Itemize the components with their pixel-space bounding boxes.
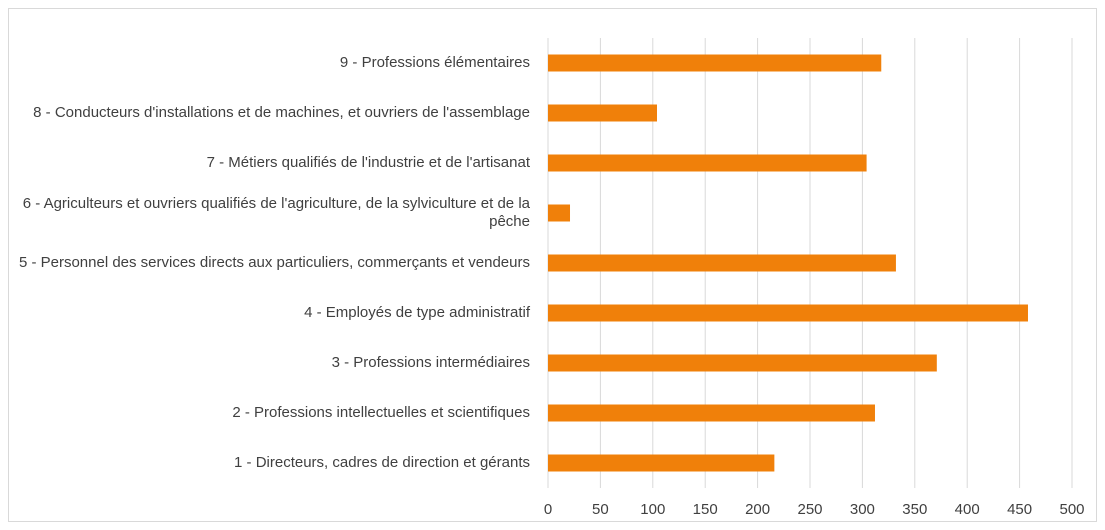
- x-tick-label: 0: [544, 501, 552, 518]
- x-tick-label: 500: [1059, 501, 1084, 518]
- x-tick-label: 350: [902, 501, 927, 518]
- y-tick-label: 1 - Directeurs, cadres de direction et g…: [234, 454, 530, 471]
- y-tick-label: 5 - Personnel des services directs aux p…: [18, 254, 530, 271]
- y-tick-label: 8 - Conducteurs d'installations et de ma…: [33, 104, 530, 121]
- bar: [548, 304, 1028, 322]
- y-tick-label: 2 - Professions intellectuelles et scien…: [232, 404, 530, 421]
- y-tick-label: 7 - Métiers qualifiés de l'industrie et …: [206, 154, 530, 171]
- x-tick-label: 450: [1007, 501, 1032, 518]
- y-tick-label: 9 - Professions élémentaires: [339, 54, 530, 71]
- bar: [548, 354, 937, 372]
- bar: [548, 54, 882, 72]
- chart-border: [8, 8, 1097, 522]
- x-tick-label: 300: [850, 501, 875, 518]
- x-tick-label: 200: [745, 501, 770, 518]
- y-tick-label: 4 - Employés de type administratif: [304, 304, 530, 321]
- y-tick-label: 3 - Professions intermédiaires: [331, 354, 530, 371]
- bar: [548, 154, 867, 172]
- x-tick-label: 100: [640, 501, 665, 518]
- bar: [548, 204, 571, 222]
- x-tick-label: 50: [592, 501, 609, 518]
- y-tick-label: 6 - Agriculteurs et ouvriers qualifiés d…: [22, 195, 530, 230]
- x-tick-label: 150: [693, 501, 718, 518]
- bar: [548, 454, 775, 472]
- bar: [548, 404, 875, 422]
- x-tick-label: 250: [797, 501, 822, 518]
- x-tick-label: 400: [955, 501, 980, 518]
- bar: [548, 254, 896, 272]
- bar: [548, 104, 657, 122]
